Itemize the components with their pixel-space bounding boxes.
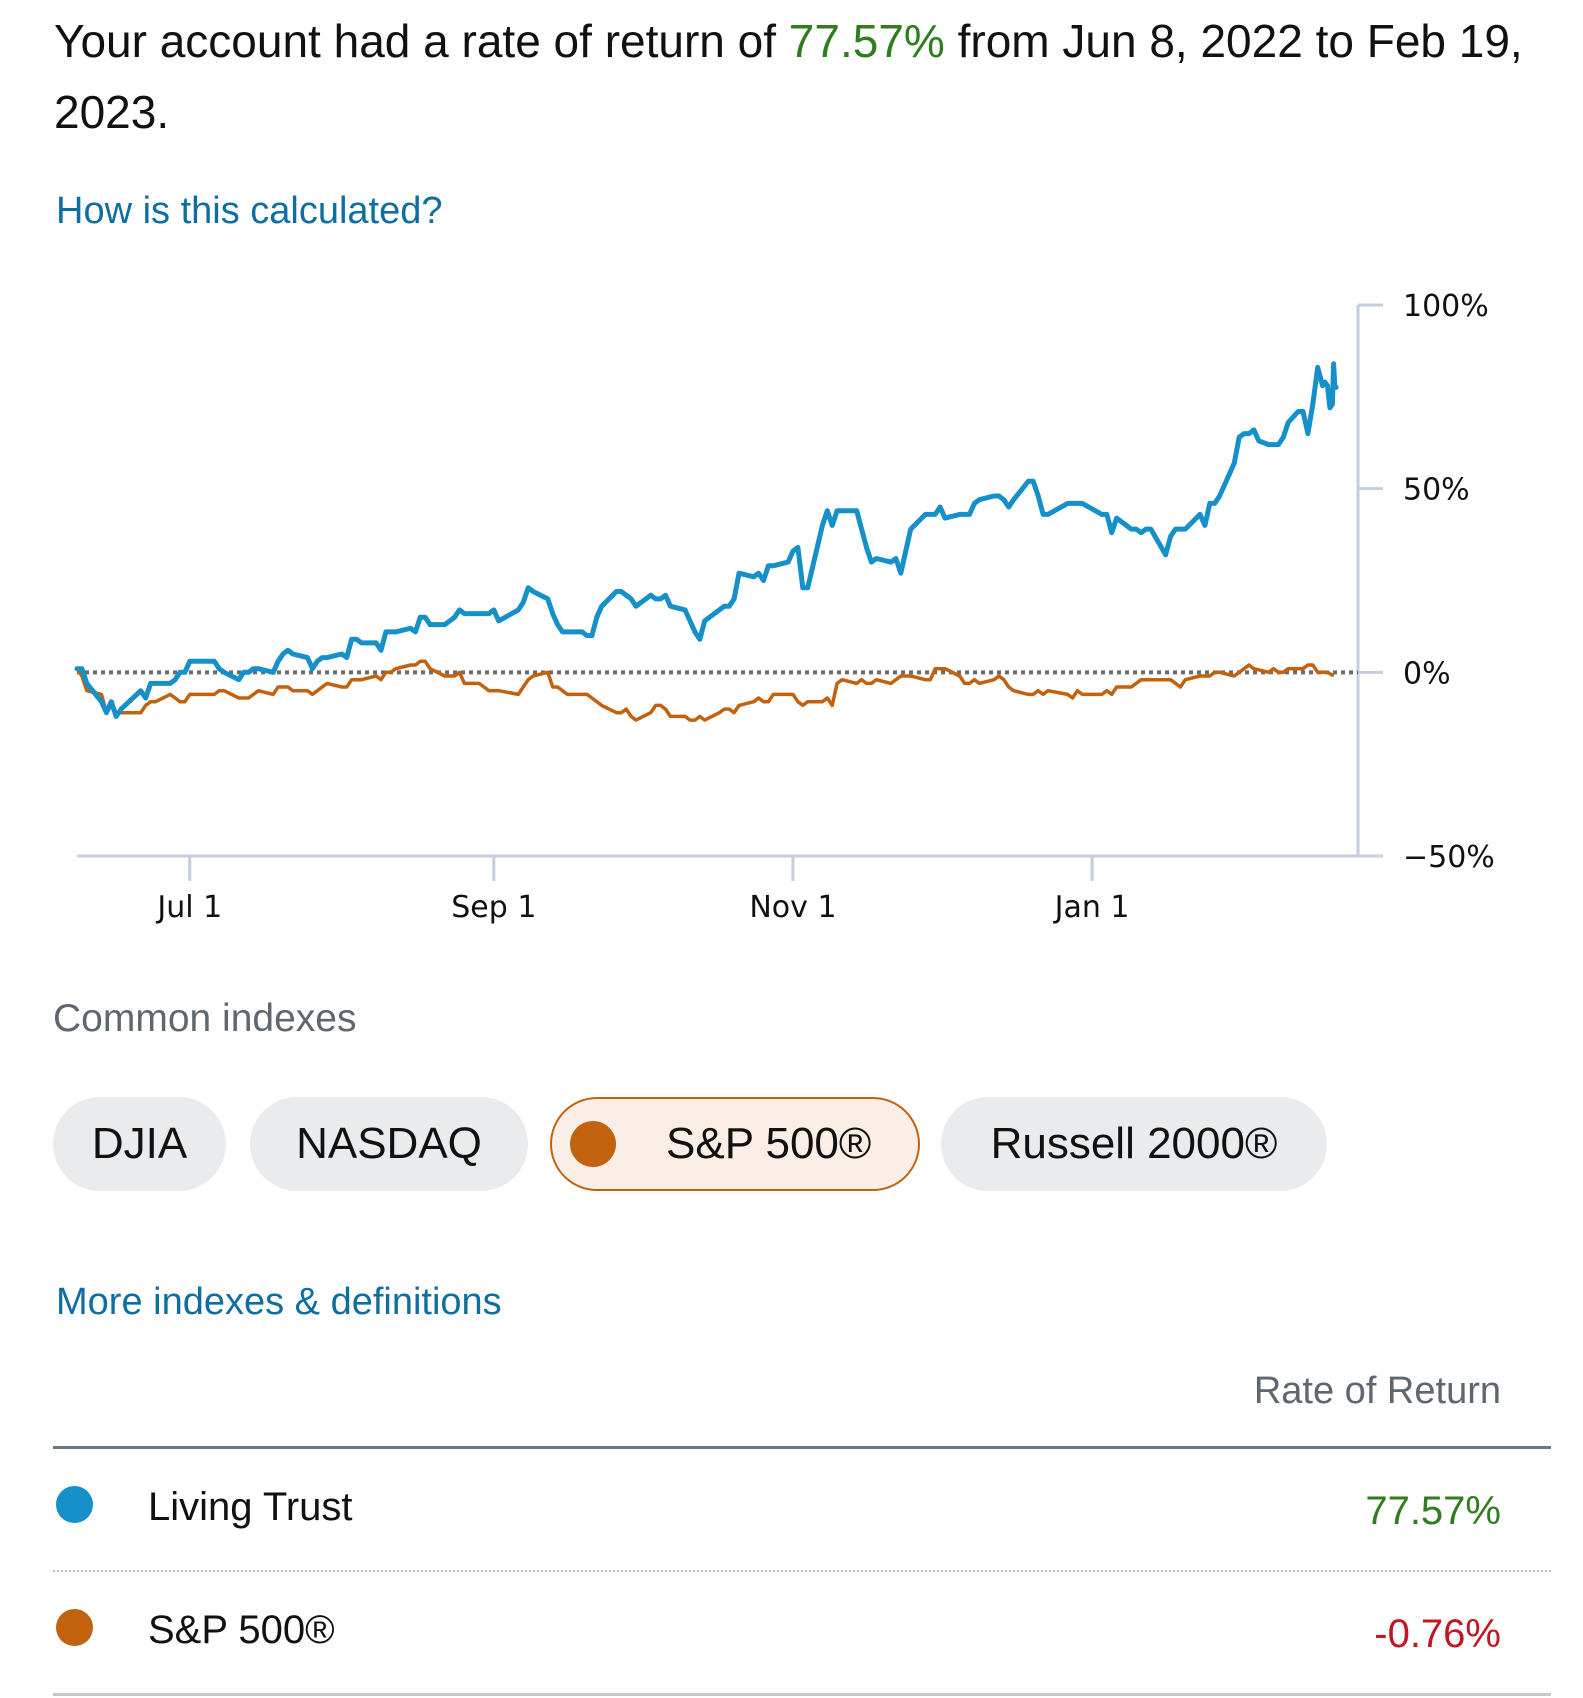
chip-russell-label: Russell 2000® bbox=[990, 1119, 1278, 1168]
rate-of-return-chart: 100% 50% 0% −50% Jul 1 Sep 1 Nov 1 Jan 1 bbox=[74, 289, 1495, 925]
summary-rate: 77.57% bbox=[788, 15, 945, 67]
x-tick-label: Nov 1 bbox=[749, 890, 836, 925]
summary-suffix: from Jun 8, 2022 to Feb 19, 2023. bbox=[54, 15, 1523, 138]
living-trust-color-dot bbox=[56, 1486, 93, 1523]
returns-table-header: Rate of Return bbox=[53, 1360, 1551, 1449]
x-tick-label: Sep 1 bbox=[451, 890, 536, 925]
table-row-living-trust: Living Trust 77.57% bbox=[53, 1449, 1551, 1572]
return-summary: Your account had a rate of return of 77.… bbox=[54, 6, 1554, 148]
x-tick-label: Jul 1 bbox=[155, 890, 222, 925]
living-trust-return: 77.57% bbox=[1365, 1489, 1501, 1533]
sp500-series-line bbox=[75, 659, 1335, 722]
chip-nasdaq[interactable]: NASDAQ bbox=[250, 1097, 528, 1191]
table-row-sp500: S&P 500® -0.76% bbox=[53, 1572, 1551, 1696]
sp500-name: S&P 500® bbox=[148, 1608, 335, 1652]
rate-of-return-header: Rate of Return bbox=[1253, 1370, 1501, 1412]
x-tick-label: Jan 1 bbox=[1053, 890, 1130, 925]
chart-tick-labels: 100% 50% 0% −50% Jul 1 Sep 1 Nov 1 Jan 1 bbox=[155, 289, 1494, 925]
how-calculated-link[interactable]: How is this calculated? bbox=[56, 190, 443, 232]
chip-djia[interactable]: DJIA bbox=[53, 1097, 226, 1191]
y-tick-label: 0% bbox=[1403, 656, 1451, 691]
sp500-return: -0.76% bbox=[1374, 1612, 1501, 1656]
living-trust-name: Living Trust bbox=[148, 1485, 353, 1529]
returns-table: Rate of Return Living Trust 77.57% S&P 5… bbox=[53, 1360, 1551, 1696]
summary-prefix: Your account had a rate of return of bbox=[54, 15, 789, 67]
chip-russell-2000[interactable]: Russell 2000® bbox=[941, 1097, 1327, 1191]
chart-axes bbox=[77, 303, 1383, 881]
y-tick-label: 50% bbox=[1403, 473, 1470, 508]
common-indexes-label: Common indexes bbox=[53, 997, 357, 1040]
chip-djia-label: DJIA bbox=[91, 1119, 188, 1168]
sp500-color-dot bbox=[570, 1121, 616, 1167]
y-tick-label: 100% bbox=[1403, 289, 1489, 324]
chip-sp500-label: S&P 500® bbox=[666, 1119, 872, 1168]
y-tick-label: −50% bbox=[1403, 840, 1495, 875]
chip-sp500[interactable]: S&P 500® bbox=[550, 1097, 920, 1191]
living-trust-series-line bbox=[74, 361, 1339, 719]
sp500-row-color-dot bbox=[56, 1609, 93, 1646]
chart-series bbox=[74, 361, 1339, 722]
chip-nasdaq-label: NASDAQ bbox=[296, 1119, 482, 1168]
more-indexes-link[interactable]: More indexes & definitions bbox=[56, 1281, 502, 1323]
